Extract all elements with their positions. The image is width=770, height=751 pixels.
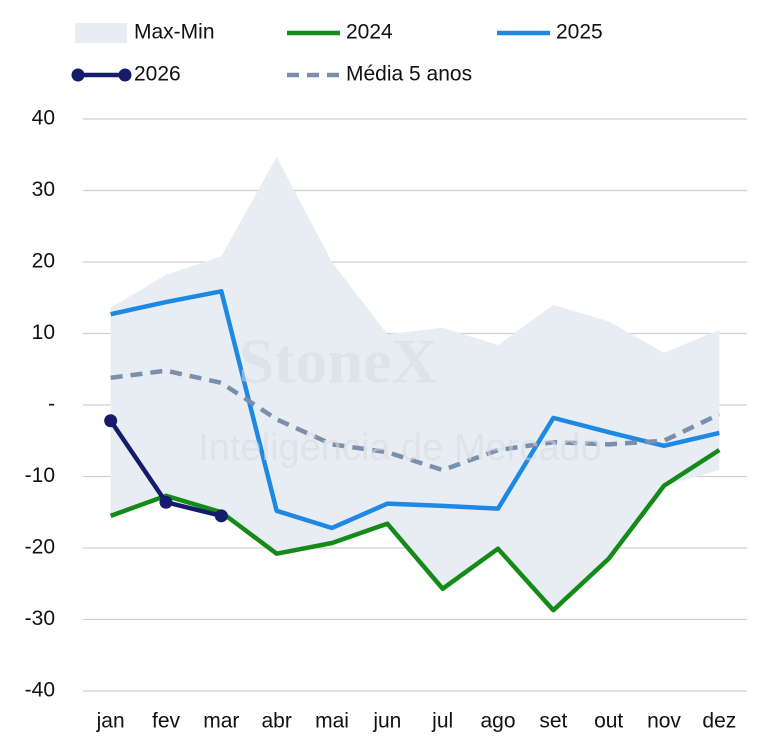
x-tick-label: abr [261, 710, 291, 733]
x-tick-label: ago [480, 710, 515, 733]
series-line [109, 448, 721, 613]
legend-label: 2026 [134, 63, 181, 86]
series-line [110, 368, 721, 473]
y-tick-label: -30 [25, 607, 55, 630]
y-tick-label: -10 [25, 464, 55, 487]
legend-label: Max-Min [134, 21, 215, 44]
y-tick-label: -40 [25, 679, 55, 702]
y-tick-label: 30 [32, 178, 55, 201]
y-tick-label: - [48, 393, 55, 416]
x-tick-label: set [539, 710, 567, 733]
y-tick-label: 20 [32, 250, 55, 273]
x-tick-label: out [594, 710, 623, 733]
x-tick-label: fev [152, 710, 181, 733]
legend-label: Média 5 anos [346, 63, 472, 86]
watermark: Inteligência de Mercado [198, 427, 601, 469]
legend-label: 2025 [556, 21, 603, 44]
x-tick-label: jun [372, 710, 401, 733]
legend-marker [71, 68, 85, 82]
legend-swatch [75, 23, 127, 43]
legend-label: 2024 [346, 21, 393, 44]
x-tick-label: dez [702, 710, 736, 733]
point [214, 509, 228, 523]
y-tick-label: 10 [32, 321, 55, 344]
x-tick-label: mar [203, 710, 239, 733]
range-area [110, 156, 720, 611]
x-tick-label: nov [647, 710, 681, 733]
y-tick-label: -20 [25, 536, 55, 559]
x-tick-label: mai [315, 710, 349, 733]
watermark: StoneX [238, 326, 437, 397]
x-tick-label: jan [96, 710, 125, 733]
series-line [110, 289, 720, 531]
x-tick-label: jul [431, 710, 453, 733]
y-tick-label: 40 [32, 107, 55, 130]
point [104, 414, 118, 428]
point [159, 495, 173, 509]
legend-marker [118, 68, 132, 82]
